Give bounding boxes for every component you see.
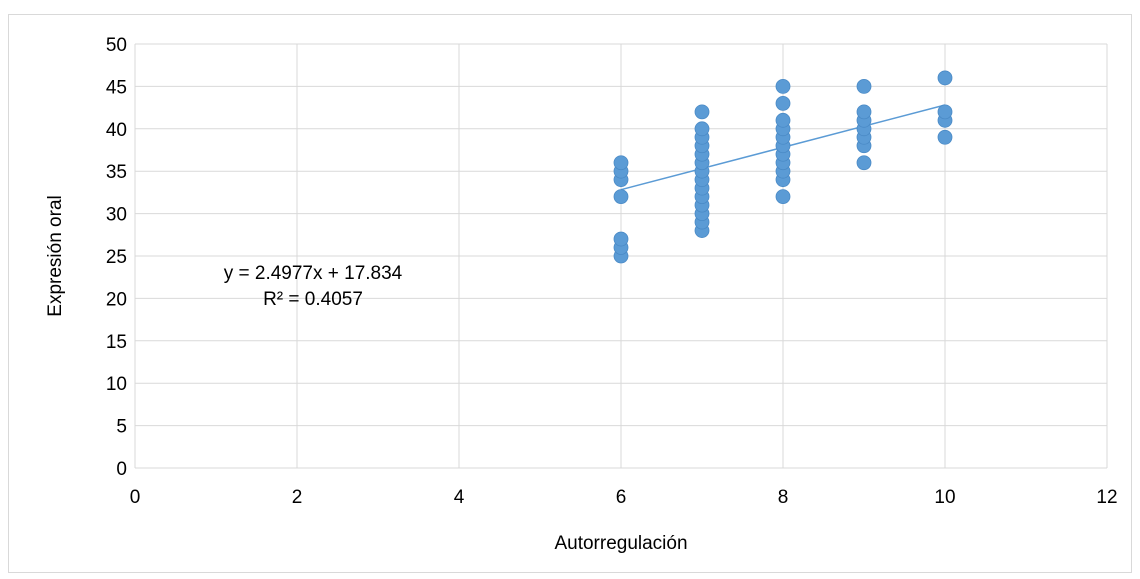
labels: y = 2.4977x + 17.834 R² = 0.4057 Autorre… — [45, 195, 688, 554]
x-tick-label: 0 — [130, 487, 141, 508]
data-point — [775, 189, 791, 205]
y-tick-label: 45 — [106, 77, 127, 98]
data-point — [613, 231, 629, 247]
scatter-chart: 0 5 10 15 20 25 30 35 40 45 50 0 2 4 6 8 10 12 y = 2.4977… — [45, 35, 1118, 554]
data-point — [856, 79, 872, 94]
data-point — [856, 104, 872, 120]
data-point — [694, 121, 710, 137]
y-tick-label: 25 — [106, 247, 127, 268]
data-point — [613, 189, 629, 205]
y-tick-label: 40 — [106, 120, 127, 141]
y-tick-label: 30 — [106, 205, 127, 226]
x-tick-label: 10 — [934, 487, 955, 508]
data-point — [856, 155, 872, 171]
axes: 0 5 10 15 20 25 30 35 40 45 50 0 2 4 6 8 10 12 — [106, 35, 1118, 508]
y-tick-label: 5 — [116, 417, 127, 438]
y-tick-label: 35 — [106, 162, 127, 183]
y-tick-label: 20 — [106, 289, 127, 310]
data-point — [775, 112, 791, 128]
x-tick-label: 12 — [1096, 487, 1117, 508]
data-point — [775, 79, 791, 94]
trendline-equation: y = 2.4977x + 17.834 — [224, 263, 403, 284]
data-point — [694, 104, 710, 120]
x-tick-label: 6 — [616, 487, 627, 508]
chart-frame: 0 5 10 15 20 25 30 35 40 45 50 0 2 4 6 8 10 12 y = 2.4977… — [8, 14, 1132, 573]
data-point — [775, 95, 791, 111]
trendline-r-squared: R² = 0.4057 — [263, 289, 363, 310]
data-points — [613, 70, 953, 264]
data-point — [937, 129, 953, 145]
y-tick-label: 10 — [106, 374, 127, 395]
y-tick-label: 0 — [116, 459, 127, 480]
x-tick-label: 4 — [454, 487, 465, 508]
x-axis-title: Autorregulación — [554, 533, 687, 554]
y-tick-label: 15 — [106, 332, 127, 353]
x-tick-label: 2 — [292, 487, 303, 508]
y-axis-title: Expresión oral — [45, 195, 66, 316]
x-tick-label: 8 — [778, 487, 789, 508]
data-point — [937, 70, 953, 86]
y-tick-label: 50 — [106, 35, 127, 56]
data-point — [613, 155, 629, 171]
data-point — [937, 104, 953, 120]
